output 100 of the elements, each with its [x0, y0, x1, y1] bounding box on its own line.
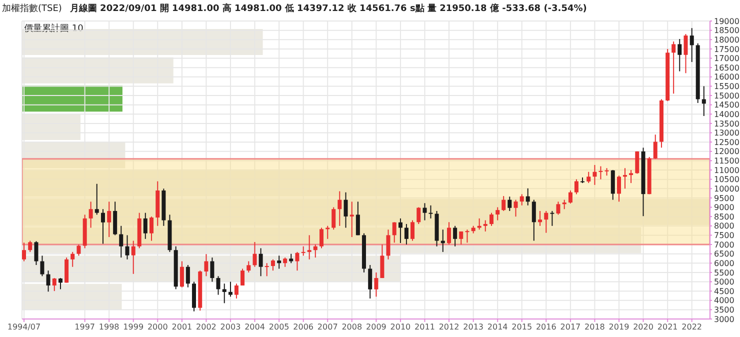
candlestick	[550, 210, 554, 226]
candlestick	[76, 244, 81, 256]
candlestick	[22, 242, 26, 262]
y-tick-label: 4000	[714, 296, 734, 306]
candlestick	[598, 166, 603, 180]
candlestick	[459, 230, 464, 245]
candlestick	[204, 254, 208, 277]
candlestick	[46, 270, 50, 292]
y-tick-label: 12000	[714, 147, 740, 156]
candlestick	[568, 190, 572, 204]
candlestick	[295, 251, 300, 272]
y-tick-label: 9000	[714, 203, 734, 212]
candlestick	[428, 204, 433, 219]
candlestick	[246, 260, 251, 273]
candlestick	[326, 225, 330, 240]
y-tick-label: 14000	[714, 110, 740, 119]
candlestick	[64, 257, 69, 284]
y-tick-label: 5500	[714, 268, 734, 278]
x-tick-label: 1997	[74, 322, 96, 332]
candlestick	[532, 199, 536, 242]
x-tick-label: 2011	[414, 322, 435, 332]
y-tick-label: 11500	[714, 156, 740, 166]
candlestick	[422, 202, 427, 221]
x-tick-label: 2001	[172, 322, 192, 332]
y-tick-label: 18000	[714, 35, 740, 44]
candlestick	[392, 222, 396, 244]
y-tick-label: 8500	[714, 212, 734, 222]
candlestick	[465, 229, 470, 244]
y-tick-label: 17500	[714, 44, 740, 54]
y-tick-label: 15500	[714, 82, 740, 92]
candlestick	[398, 218, 402, 244]
candlestick	[610, 170, 615, 200]
candlestick	[320, 227, 324, 249]
y-tick-label: 12500	[714, 138, 740, 147]
candlestick	[70, 251, 75, 268]
candlestick	[143, 212, 148, 240]
x-tick-label: 2003	[220, 322, 241, 332]
chart-title: 加權指數(TSE)	[2, 4, 62, 14]
x-tick-label: 2000	[147, 322, 168, 332]
candlestick	[307, 234, 312, 260]
candlestick	[58, 278, 62, 290]
candlestick	[94, 183, 99, 216]
candlestick	[289, 253, 294, 264]
candlestick	[410, 220, 415, 242]
candlestick	[556, 201, 560, 216]
candlestick	[520, 194, 524, 206]
candlestick	[344, 192, 348, 228]
y-tick-label: 6500	[714, 250, 734, 259]
candlestick	[684, 34, 688, 74]
x-tick-label: 2012	[438, 322, 460, 332]
candlestick	[216, 276, 220, 296]
candlestick	[562, 199, 566, 210]
candlestick	[186, 264, 190, 288]
candlestick	[277, 255, 282, 270]
candlestick	[496, 206, 500, 221]
y-tick-label: 7000	[714, 240, 734, 250]
candlestick	[234, 283, 238, 300]
y-tick-label: 10500	[714, 175, 740, 184]
candlestick	[653, 134, 658, 160]
candlestick	[107, 201, 112, 238]
candlestick	[338, 190, 342, 226]
x-tick-label: 2010	[390, 322, 411, 332]
candlestick	[356, 201, 360, 236]
x-tick-label: 2017	[560, 322, 581, 332]
candlestick	[404, 224, 408, 245]
candlestick	[131, 240, 136, 274]
y-tick-label: 19000	[714, 16, 740, 26]
x-tick-label: 2019	[608, 322, 630, 332]
y-tick-label: 3000	[714, 314, 734, 324]
candlestick	[508, 196, 512, 212]
x-tick-label: 1994/07	[7, 322, 41, 332]
candlestick	[350, 201, 354, 238]
x-tick-label: 2015	[512, 322, 532, 332]
candlestick	[538, 210, 542, 226]
candlestick	[526, 188, 530, 206]
candlestick	[150, 216, 154, 242]
x-tick-label: 2018	[584, 322, 605, 332]
candlestick	[210, 257, 214, 282]
y-tick-label: 13000	[714, 128, 740, 138]
x-tick-label: 2020	[633, 322, 654, 332]
candlestick	[119, 225, 124, 258]
y-tick-label: 17000	[714, 54, 740, 64]
candlestick	[447, 222, 452, 245]
candlestick	[100, 208, 105, 244]
candlestick	[702, 86, 706, 116]
candlestick	[264, 262, 269, 277]
y-tick-label: 9500	[714, 194, 734, 203]
candlestick	[635, 150, 640, 174]
candlestick	[453, 225, 458, 247]
candlestick	[629, 170, 634, 184]
candlestick	[301, 246, 306, 256]
candlestick	[416, 206, 421, 225]
x-tick-label: 2007	[317, 322, 338, 332]
y-tick-label: 8000	[714, 222, 734, 231]
candlestick	[672, 40, 676, 94]
candlestick	[592, 164, 597, 186]
y-tick-label: 11000	[714, 166, 740, 175]
x-tick-label: 2016	[536, 322, 556, 332]
x-tick-label: 1998	[98, 322, 120, 332]
y-tick-label: 16000	[714, 72, 740, 82]
